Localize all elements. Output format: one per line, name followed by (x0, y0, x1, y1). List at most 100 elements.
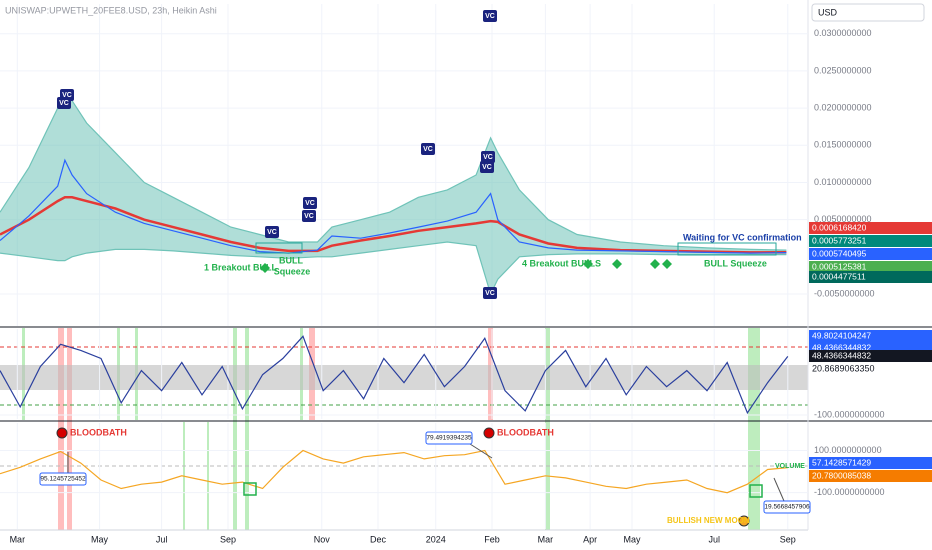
callout-box (39, 472, 87, 486)
neutral-zone (0, 365, 808, 390)
price-label: 57.1428571429 (812, 457, 871, 467)
chart-title: UNISWAP:UPWETH_20FEE8.USD, 23h, Heikin A… (5, 5, 217, 15)
price-label: 48.4366344832 (812, 350, 871, 360)
price-label-box (809, 470, 932, 482)
y-tick-label: 0.0200000000 (814, 102, 872, 112)
x-tick-label: Apr (583, 534, 597, 544)
annotation: VOLUME (775, 463, 805, 470)
price-label-box (809, 457, 932, 469)
red-highlight (67, 328, 72, 530)
green-highlight (545, 328, 550, 530)
vc-label: VC (423, 146, 433, 153)
y-tick-label: -100.0000000000 (814, 487, 885, 497)
vc-marker (483, 10, 497, 22)
callout: 95.1245725452 (40, 476, 86, 483)
diamond (662, 259, 672, 269)
series-line (0, 241, 787, 296)
y-tick-label: -0.0050000000 (814, 288, 875, 298)
price-label: 0.0005125381 (812, 261, 867, 271)
callout-box (425, 431, 473, 445)
signal-box (243, 482, 257, 496)
vc-label: VC (304, 213, 314, 220)
vc-marker (483, 287, 497, 299)
annotation: 1 Breakout BULL (204, 262, 278, 272)
callout: 79.4919394235 (426, 435, 472, 442)
series-line (0, 92, 787, 251)
callout-box (763, 500, 811, 514)
annotation: BLOODBATH (497, 427, 554, 437)
callout: 19.5668457906 (764, 504, 810, 511)
annotation: 4 Breakout BULLS (522, 258, 601, 268)
price-label: 0.0005740495 (812, 248, 867, 258)
currency-box[interactable] (811, 3, 925, 22)
bloodbath-marker (483, 427, 495, 439)
price-label: 0.0005773251 (812, 235, 867, 245)
diamond (650, 259, 660, 269)
y-tick-label: 0.0100000000 (814, 177, 872, 187)
bloodbath-marker (56, 427, 68, 439)
y-tick-label: 0.0250000000 (814, 65, 872, 75)
moon-marker (738, 515, 750, 527)
vc-marker (480, 161, 494, 173)
x-tick-label: Jul (156, 534, 168, 544)
vc-markers: VC VC VC VC VC VC VC VC VC VC (57, 10, 497, 299)
currency[interactable]: USD (818, 7, 838, 17)
band-fill (0, 93, 787, 295)
vc-label: VC (482, 164, 492, 171)
x-tick-label: Sep (780, 534, 796, 544)
vc-marker (302, 210, 316, 222)
y-tick-label: 0.0150000000 (814, 140, 872, 150)
vc-label: VC (485, 13, 495, 20)
y-tick-label: 0.0300000000 (814, 28, 872, 38)
price-label: 49.8024104247 (812, 330, 871, 340)
x-tick-label: Dec (370, 534, 387, 544)
x-tick-label: Feb (484, 534, 500, 544)
annotation: BULLISH NEW MOON (667, 516, 750, 525)
series-line (0, 449, 788, 494)
price-label: 0.0004477511 (812, 271, 866, 281)
series-line (0, 335, 789, 415)
series-line (0, 196, 787, 254)
price-label-box (809, 261, 932, 273)
vc-marker (303, 197, 317, 209)
vc-marker (265, 226, 279, 238)
callout-leader (773, 477, 785, 502)
annotation: BULL (279, 255, 303, 265)
price-label-box (809, 350, 932, 362)
price-label-box (809, 248, 932, 260)
vc-label: VC (485, 290, 495, 297)
annotation: Squeeze (274, 266, 311, 276)
vc-label: VC (305, 200, 315, 207)
vc-marker (421, 143, 435, 155)
x-tick-label: May (623, 534, 641, 544)
green-highlight (207, 422, 209, 530)
diamond (612, 259, 622, 269)
squeeze-box (255, 242, 303, 254)
vc-label: VC (483, 154, 493, 161)
highlights (22, 328, 760, 530)
annotation: BLOODBATH (70, 427, 127, 437)
x-tick-label: Mar (10, 534, 26, 544)
callout-leader (469, 443, 493, 459)
green-highlight (748, 328, 760, 530)
price-label-box (809, 235, 932, 247)
green-highlight (233, 328, 237, 530)
y-tick-label: -100.0000000000 (814, 409, 885, 419)
vc-label: VC (59, 100, 69, 107)
vc-label: VC (62, 92, 72, 99)
green-highlight (245, 328, 249, 530)
squeeze-box (677, 242, 777, 256)
annotation: BULL Squeeze (704, 258, 767, 268)
signal-box (749, 484, 763, 498)
x-tick-label: May (91, 534, 109, 544)
series-line (0, 158, 787, 254)
diamond (583, 259, 593, 269)
vc-label: VC (267, 229, 277, 236)
plot-area (0, 4, 808, 529)
price-label: 48.4366344832 (812, 342, 871, 352)
price-label: 20.7800085038 (812, 470, 871, 480)
price-label-box (809, 222, 932, 234)
price-label: 0.0006168420 (812, 222, 867, 232)
price-label: 20.8689063350 (812, 363, 875, 373)
